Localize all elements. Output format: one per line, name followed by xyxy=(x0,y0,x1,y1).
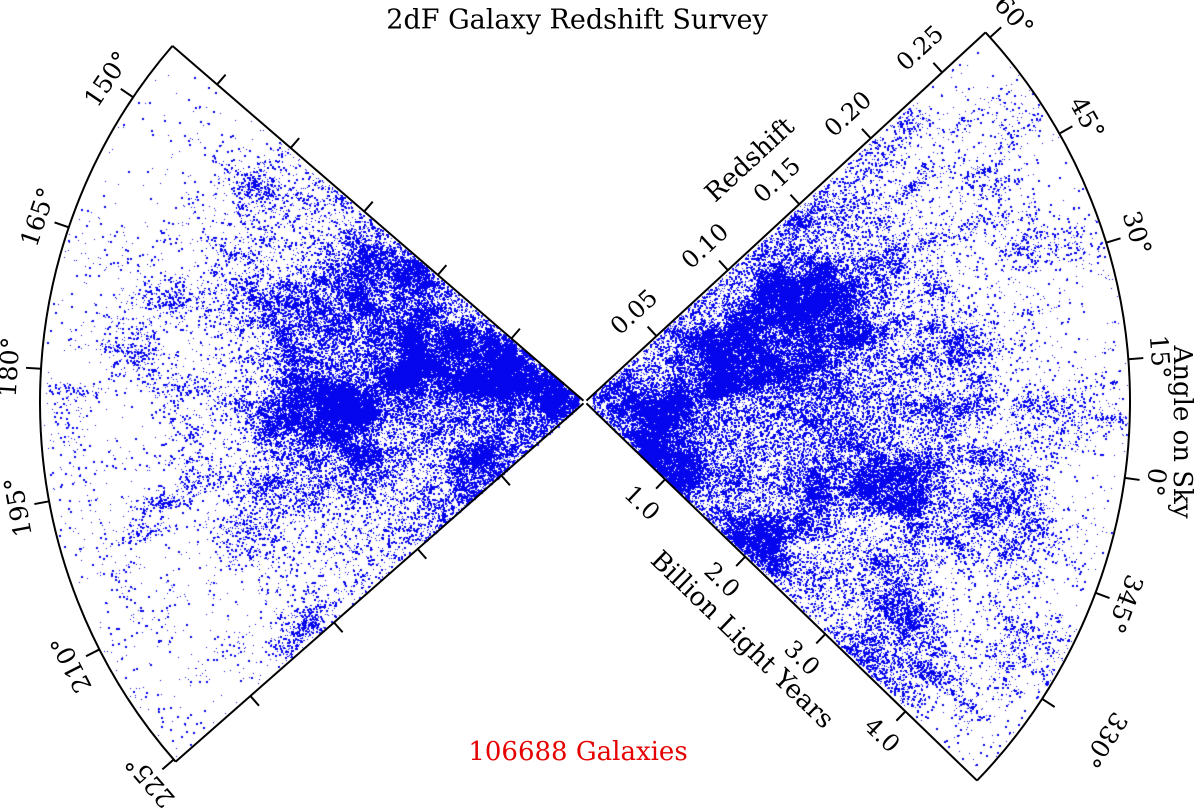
axis-line xyxy=(120,88,134,99)
axis-line xyxy=(249,695,260,707)
axis-line xyxy=(437,264,448,276)
axis-line xyxy=(932,62,943,74)
axis-line xyxy=(216,73,227,86)
axis-line xyxy=(789,194,801,205)
axis-line xyxy=(85,648,100,658)
galaxy-count-annotation: 106688 Galaxies xyxy=(468,737,688,767)
chart-title: 2dF Galaxy Redshift Survey xyxy=(386,4,768,36)
axis-line xyxy=(161,758,175,771)
axis-line xyxy=(718,259,729,271)
axis-line xyxy=(174,402,585,763)
axis-line xyxy=(171,45,585,402)
axis-line xyxy=(1124,476,1140,481)
axis-line xyxy=(815,633,827,645)
axis-line xyxy=(510,327,521,340)
axis-line xyxy=(54,221,70,229)
axis-line xyxy=(989,26,1002,39)
axis-line xyxy=(735,556,746,567)
axis-line xyxy=(500,474,511,486)
axis-line xyxy=(1095,591,1110,600)
axis-line xyxy=(895,710,907,722)
axis-line xyxy=(1105,237,1121,244)
wedge-arc xyxy=(39,45,177,763)
angle-tick-label: 180° xyxy=(0,335,26,398)
axis-line xyxy=(655,478,666,490)
axis-line xyxy=(585,402,978,782)
wedge-arc xyxy=(976,31,1131,782)
axis-line xyxy=(1128,357,1144,361)
angle-on-sky-axis-title: Angle on Sky xyxy=(1167,345,1197,519)
axis-line xyxy=(585,31,987,402)
axis-line xyxy=(646,325,658,337)
axis-line xyxy=(416,548,428,560)
axis-line xyxy=(363,200,374,213)
axis-line xyxy=(289,137,300,149)
axis-line xyxy=(34,500,50,506)
axis-line xyxy=(1041,697,1056,708)
axis-line xyxy=(25,366,42,370)
axis-line xyxy=(333,621,344,633)
axis-line xyxy=(861,128,872,140)
axis-line xyxy=(1058,125,1073,135)
